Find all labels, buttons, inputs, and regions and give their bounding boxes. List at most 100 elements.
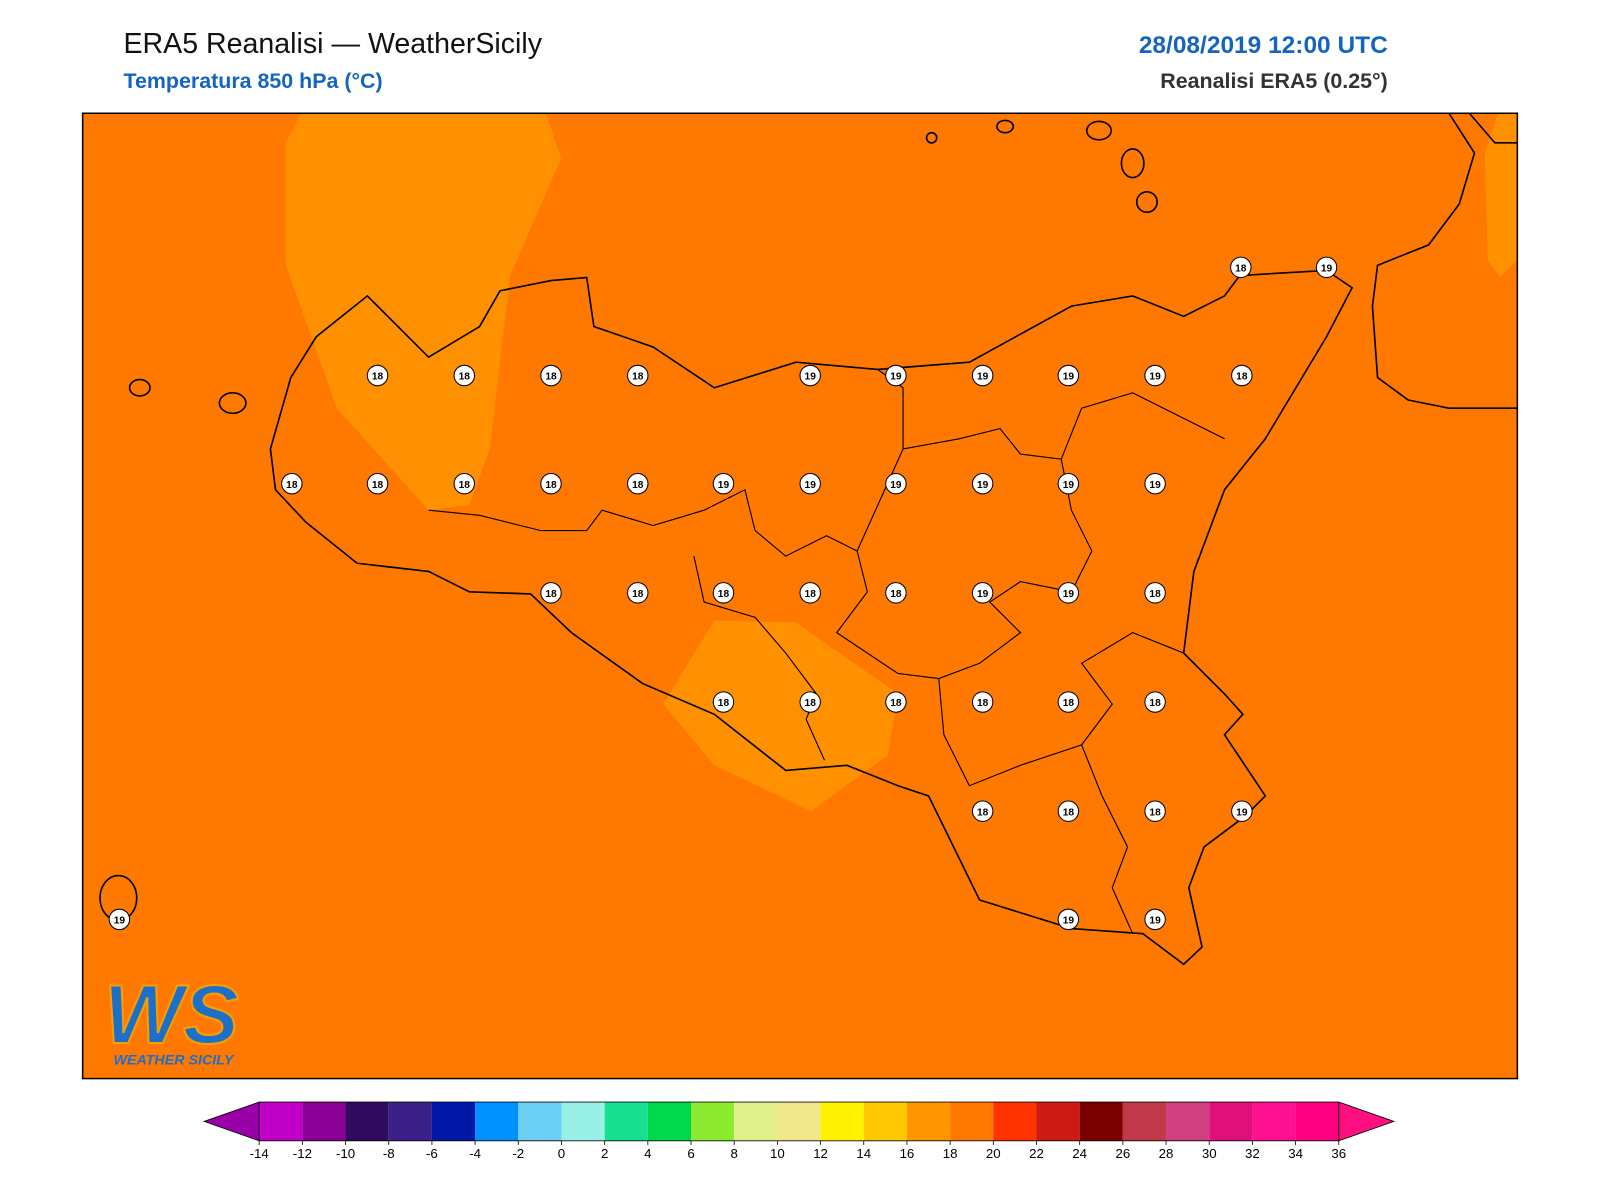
station-value: 18 [459, 480, 471, 491]
colorbar-tick-label: 6 [687, 1146, 694, 1161]
station-value: 19 [890, 372, 902, 383]
station-marker [712, 691, 735, 713]
station: 19 [885, 472, 907, 495]
station: 18 [540, 364, 562, 387]
station: 19 [1057, 908, 1080, 931]
station: 19 [1144, 364, 1166, 387]
island [1135, 191, 1158, 214]
colorbar: -14 -12 -10 -8 -6 -4 -2 0 2 4 6 8 10 12 14 16 18 20 22 24 26… [202, 1101, 1396, 1161]
station-marker [712, 582, 735, 604]
colorbar-box [259, 1102, 303, 1141]
station-marker [1057, 691, 1080, 713]
colorbar-box [388, 1102, 432, 1141]
station-value: 18 [1149, 698, 1161, 709]
colorbar-tick-label: 10 [770, 1146, 785, 1161]
station: 19 [799, 364, 821, 387]
station-value: 18 [1236, 372, 1248, 383]
station: 19 [885, 364, 907, 387]
station-value: 19 [1149, 480, 1161, 491]
colorbar-tick-label: -12 [293, 1146, 312, 1161]
island [1120, 148, 1145, 179]
colorbar-tick-label: 22 [1029, 1146, 1044, 1161]
station: 19 [1144, 908, 1166, 931]
station-value: 19 [114, 915, 126, 926]
colorbar-box [863, 1102, 907, 1141]
station-value: 19 [1236, 807, 1248, 818]
station: 19 [971, 472, 994, 495]
station-marker [799, 582, 821, 604]
station-value: 18 [890, 589, 902, 600]
station-marker [1144, 800, 1166, 822]
logo-mark: WS [104, 967, 239, 1061]
station: 18 [712, 582, 735, 604]
station-value: 19 [1063, 589, 1075, 600]
station-marker [1230, 256, 1252, 279]
station: 19 [712, 472, 735, 495]
station: 18 [1230, 256, 1252, 279]
station-value: 19 [890, 480, 902, 491]
colorbar-tick-label: -10 [336, 1146, 355, 1161]
colorbar-tick-label: 24 [1072, 1146, 1087, 1161]
station-marker [627, 364, 649, 387]
station: 19 [108, 908, 131, 931]
station: 18 [540, 582, 562, 604]
station-marker [108, 908, 131, 931]
colorbar-box [518, 1102, 562, 1141]
calabria-coast [1468, 112, 1518, 144]
station-marker [540, 472, 562, 495]
station-value: 19 [805, 372, 817, 383]
colorbar-tick-label: 30 [1202, 1146, 1217, 1161]
station: 18 [1231, 364, 1253, 387]
colorbar-tick-label: 32 [1245, 1146, 1260, 1161]
station-marker [799, 472, 821, 495]
station-marker [627, 472, 649, 495]
station: 18 [1057, 691, 1080, 713]
station-value: 18 [459, 372, 471, 383]
colorbar-box [1036, 1102, 1080, 1141]
station-value: 19 [1321, 263, 1333, 274]
station-value: 18 [632, 589, 644, 600]
station-value: 19 [977, 480, 989, 491]
colorbar-tick-label: 0 [558, 1146, 565, 1161]
station-value: 18 [718, 698, 730, 709]
station: 18 [540, 472, 562, 495]
field-16-18 [285, 113, 562, 511]
title: ERA5 Reanalisi — WeatherSicily [123, 28, 542, 60]
colorbar-box [1252, 1102, 1296, 1141]
station-value: 18 [286, 480, 298, 491]
station: 19 [1144, 472, 1166, 495]
island [1085, 120, 1113, 141]
station-marker [1231, 364, 1253, 387]
colorbar-box [475, 1102, 519, 1141]
station-marker [971, 800, 994, 822]
island [218, 392, 247, 415]
station: 18 [799, 691, 821, 713]
station-marker [366, 472, 389, 495]
station-value: 19 [977, 589, 989, 600]
station: 19 [1057, 472, 1080, 495]
station-marker [885, 472, 907, 495]
station-value: 18 [805, 589, 817, 600]
colorbar-tick-label: 28 [1159, 1146, 1174, 1161]
station: 18 [627, 582, 649, 604]
colorbar-box [1079, 1102, 1123, 1141]
station-marker [627, 582, 649, 604]
station-marker [1144, 364, 1166, 387]
station-marker [453, 472, 475, 495]
station-value: 18 [632, 372, 644, 383]
colorbar-tick-label: -8 [383, 1146, 395, 1161]
station-marker [971, 472, 994, 495]
logo-name: WEATHER SICILY [114, 1052, 235, 1068]
island [996, 119, 1015, 134]
colorbar-box [1295, 1102, 1339, 1141]
station-value: 18 [718, 589, 730, 600]
colorbar-box [1122, 1102, 1167, 1141]
station: 19 [1231, 800, 1253, 822]
station-marker [799, 691, 821, 713]
sicily-coast [269, 269, 1354, 966]
colorbar-box [647, 1102, 692, 1141]
colorbar-tick-label: 34 [1288, 1146, 1303, 1161]
colorbar-tick-label: -4 [469, 1146, 481, 1161]
colorbar-under [202, 1101, 260, 1142]
station-value: 18 [372, 480, 384, 491]
